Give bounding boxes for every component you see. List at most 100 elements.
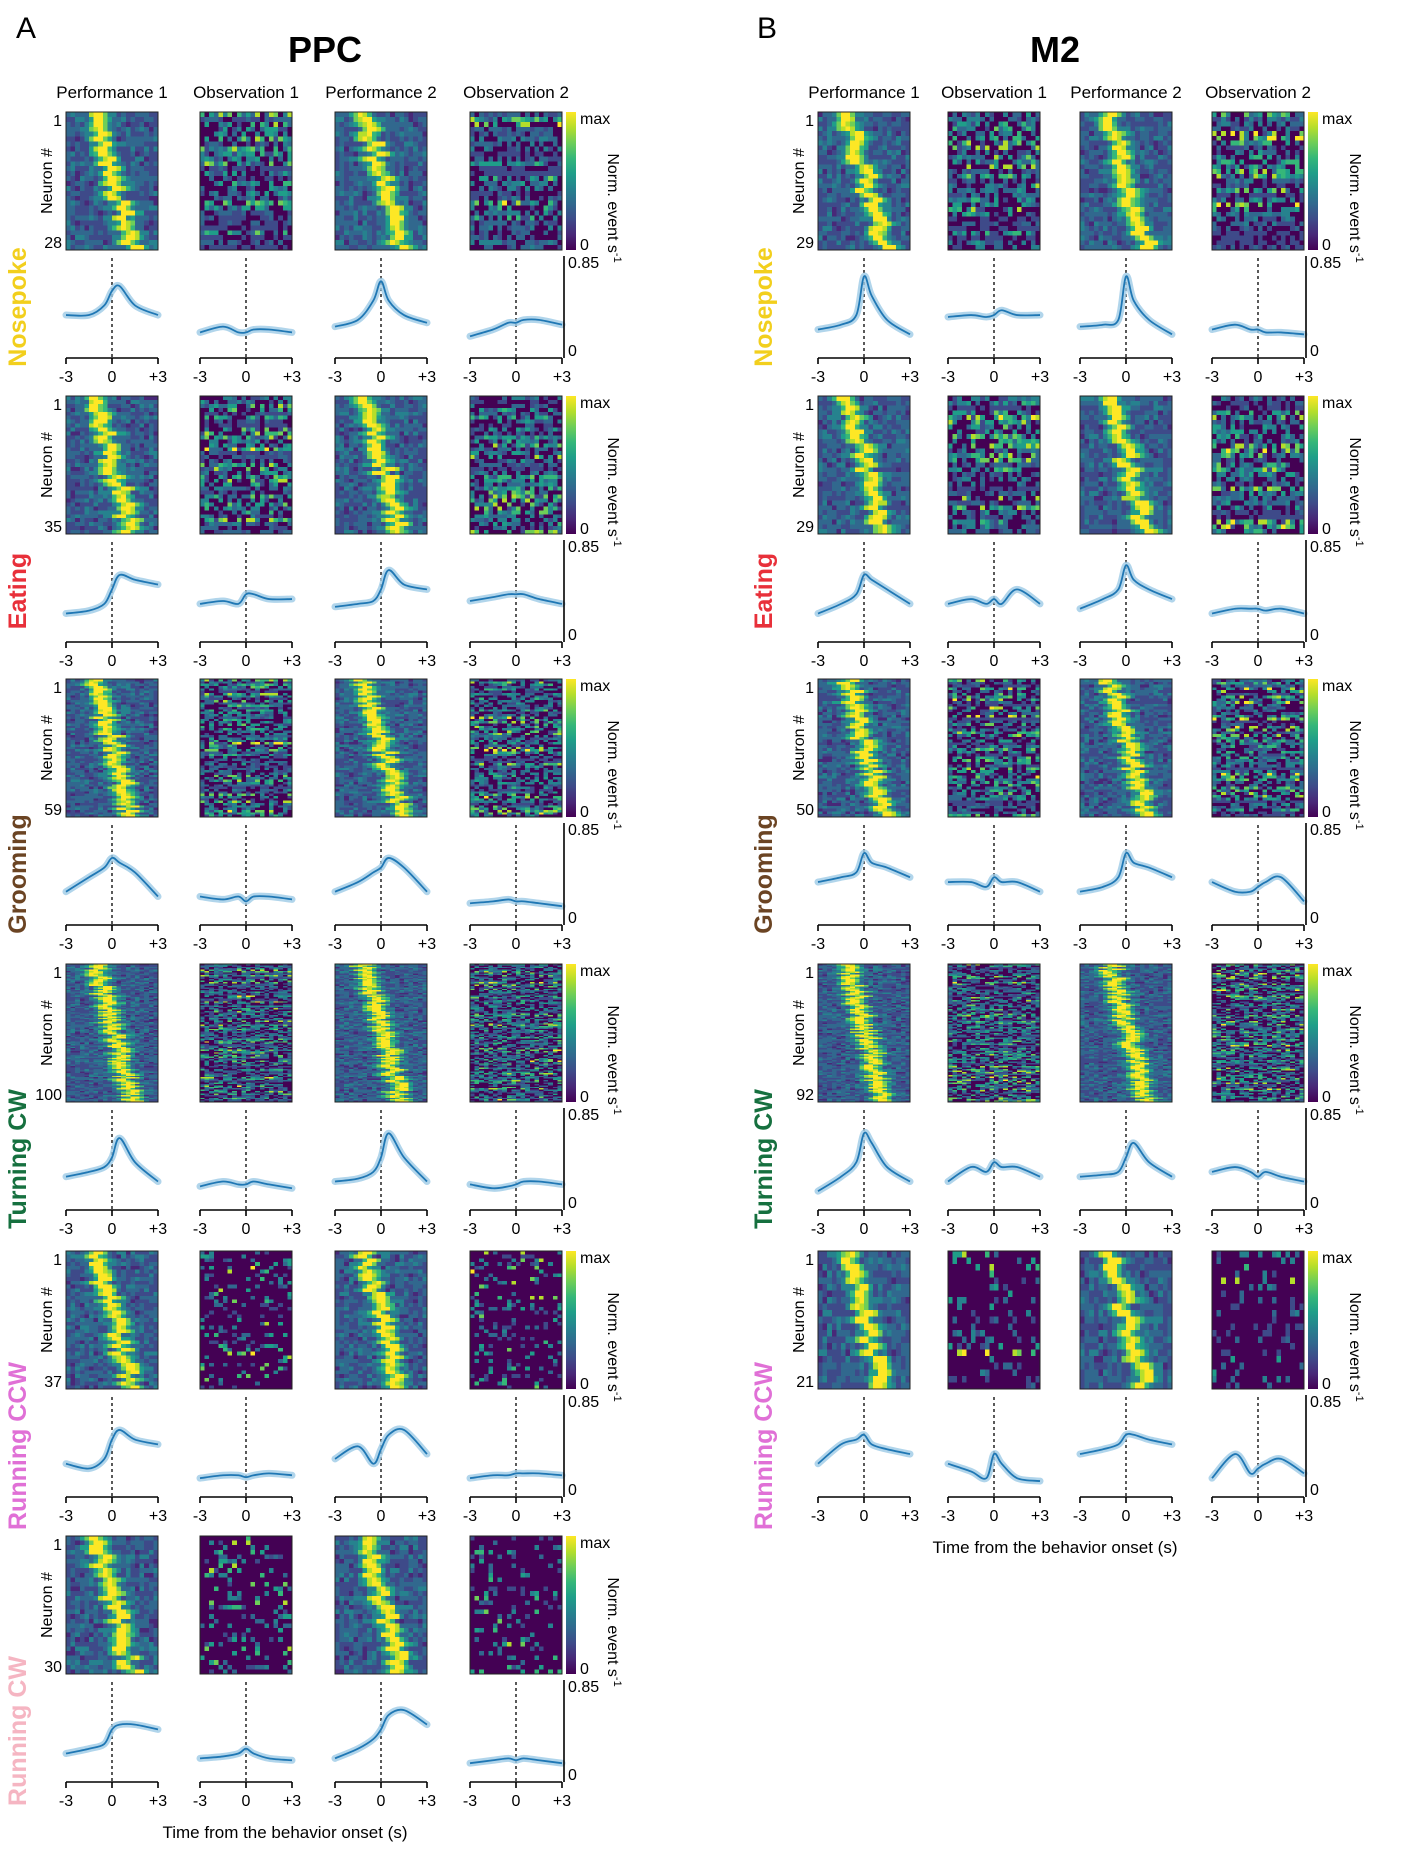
raster-frame	[947, 678, 1041, 818]
x-tick-label: +3	[1295, 1508, 1313, 1525]
x-tick-label: 0	[1122, 1508, 1131, 1525]
raster-frame	[947, 395, 1041, 535]
trace-sem-band	[331, 1706, 431, 1762]
last-neuron-label: 28	[44, 235, 62, 252]
x-tick-label: -3	[328, 936, 342, 953]
last-neuron-label: 21	[796, 1374, 814, 1391]
x-tick-label: -3	[811, 936, 825, 953]
raster-frame	[199, 963, 293, 1103]
x-tick-label: 0	[108, 1793, 117, 1810]
raster-frame	[947, 963, 1041, 1103]
raster-heatmap	[335, 396, 427, 534]
y-min-label: 0	[568, 1195, 577, 1212]
neuron-axis-label: Neuron #	[39, 1000, 56, 1066]
y-max-label: 0.85	[1310, 255, 1341, 272]
x-tick-label: -3	[193, 1793, 207, 1810]
x-tick-label: 0	[377, 936, 386, 953]
x-tick-label: +3	[1163, 653, 1181, 670]
raster-frame	[199, 678, 293, 818]
trace-sem-band	[62, 1426, 162, 1473]
trace-line	[947, 588, 1041, 606]
x-tick-label: 0	[242, 369, 251, 386]
trace-line	[1079, 564, 1173, 610]
raster-frame	[817, 395, 911, 535]
raster-heatmap	[1080, 1251, 1172, 1389]
y-min-label: 0	[568, 343, 577, 360]
raster-frame	[1211, 1250, 1305, 1390]
trace-line	[334, 857, 428, 893]
x-tick-label: +3	[283, 369, 301, 386]
x-tick-label: +3	[1031, 653, 1049, 670]
y-max-label: 0.85	[568, 822, 599, 839]
x-tick-label: +3	[553, 1793, 571, 1810]
column-header: Performance 2	[325, 83, 437, 102]
first-neuron-label: 1	[805, 113, 814, 130]
colorbar	[566, 112, 576, 250]
raster-heatmap	[200, 1536, 292, 1674]
raster-heatmap	[470, 112, 562, 250]
first-neuron-label: 1	[53, 1252, 62, 1269]
raster-heatmap	[66, 396, 158, 534]
x-tick-label: +3	[901, 653, 919, 670]
x-tick-label: -3	[1205, 653, 1219, 670]
colorbar-max: max	[1322, 1250, 1352, 1267]
x-tick-label: -3	[1073, 653, 1087, 670]
trace-sem-band	[62, 1134, 162, 1186]
colorbar	[566, 1536, 576, 1674]
trace-line	[199, 895, 293, 903]
trace-line	[199, 325, 293, 334]
trace-line	[65, 856, 159, 898]
x-tick-label: +3	[1163, 936, 1181, 953]
raster-heatmap	[470, 679, 562, 817]
x-tick-label: 0	[242, 1508, 251, 1525]
raster-heatmap	[818, 396, 910, 534]
column-header: Performance 2	[1070, 83, 1182, 102]
raster-heatmap	[818, 112, 910, 250]
x-tick-label: +3	[1295, 653, 1313, 670]
x-tick-label: -3	[59, 1508, 73, 1525]
x-tick-label: +3	[1295, 1221, 1313, 1238]
y-min-label: 0	[1310, 1195, 1319, 1212]
colorbar-min: 0	[580, 804, 589, 821]
x-tick-label: 0	[1122, 369, 1131, 386]
trace-line	[947, 309, 1041, 318]
region-title: PPC	[288, 29, 362, 70]
trace-line	[1079, 1432, 1173, 1455]
x-tick-label: +3	[418, 1508, 436, 1525]
colorbar-title: Norm. event s-1	[604, 1577, 623, 1686]
x-tick-label: +3	[418, 1793, 436, 1810]
panel-letter: A	[16, 12, 36, 45]
x-tick-label: 0	[990, 653, 999, 670]
first-neuron-label: 1	[53, 965, 62, 982]
x-tick-label: +3	[1031, 369, 1049, 386]
raster-frame	[1211, 395, 1305, 535]
neuron-axis-label: Neuron #	[791, 432, 808, 498]
neuron-axis-label: Neuron #	[39, 715, 56, 781]
colorbar-title: Norm. event s-1	[1346, 720, 1365, 829]
x-tick-label: 0	[1254, 1508, 1263, 1525]
colorbar-title-superscript: -1	[1353, 537, 1365, 547]
last-neuron-label: 50	[796, 802, 814, 819]
raster-frame	[1079, 963, 1173, 1103]
raster-heatmap	[948, 112, 1040, 250]
y-min-label: 0	[568, 910, 577, 927]
x-tick-label: -3	[463, 1508, 477, 1525]
x-tick-label: 0	[242, 1793, 251, 1810]
neuron-axis-label: Neuron #	[791, 1287, 808, 1353]
x-tick-label: 0	[1122, 936, 1131, 953]
x-tick-label: 0	[242, 653, 251, 670]
trace-line	[334, 1427, 428, 1465]
trace-line	[199, 1747, 293, 1762]
trace-line	[199, 592, 293, 605]
last-neuron-label: 100	[35, 1087, 62, 1104]
x-tick-label: 0	[108, 653, 117, 670]
trace-line	[469, 592, 563, 605]
x-tick-label: 0	[512, 1508, 521, 1525]
y-max-label: 0.85	[1310, 822, 1341, 839]
colorbar-max: max	[580, 678, 610, 695]
colorbar-title: Norm. event s-1	[1346, 1292, 1365, 1401]
trace-line	[1211, 323, 1305, 336]
x-tick-label: -3	[328, 1793, 342, 1810]
raster-frame	[65, 963, 159, 1103]
raster-heatmap	[335, 1251, 427, 1389]
